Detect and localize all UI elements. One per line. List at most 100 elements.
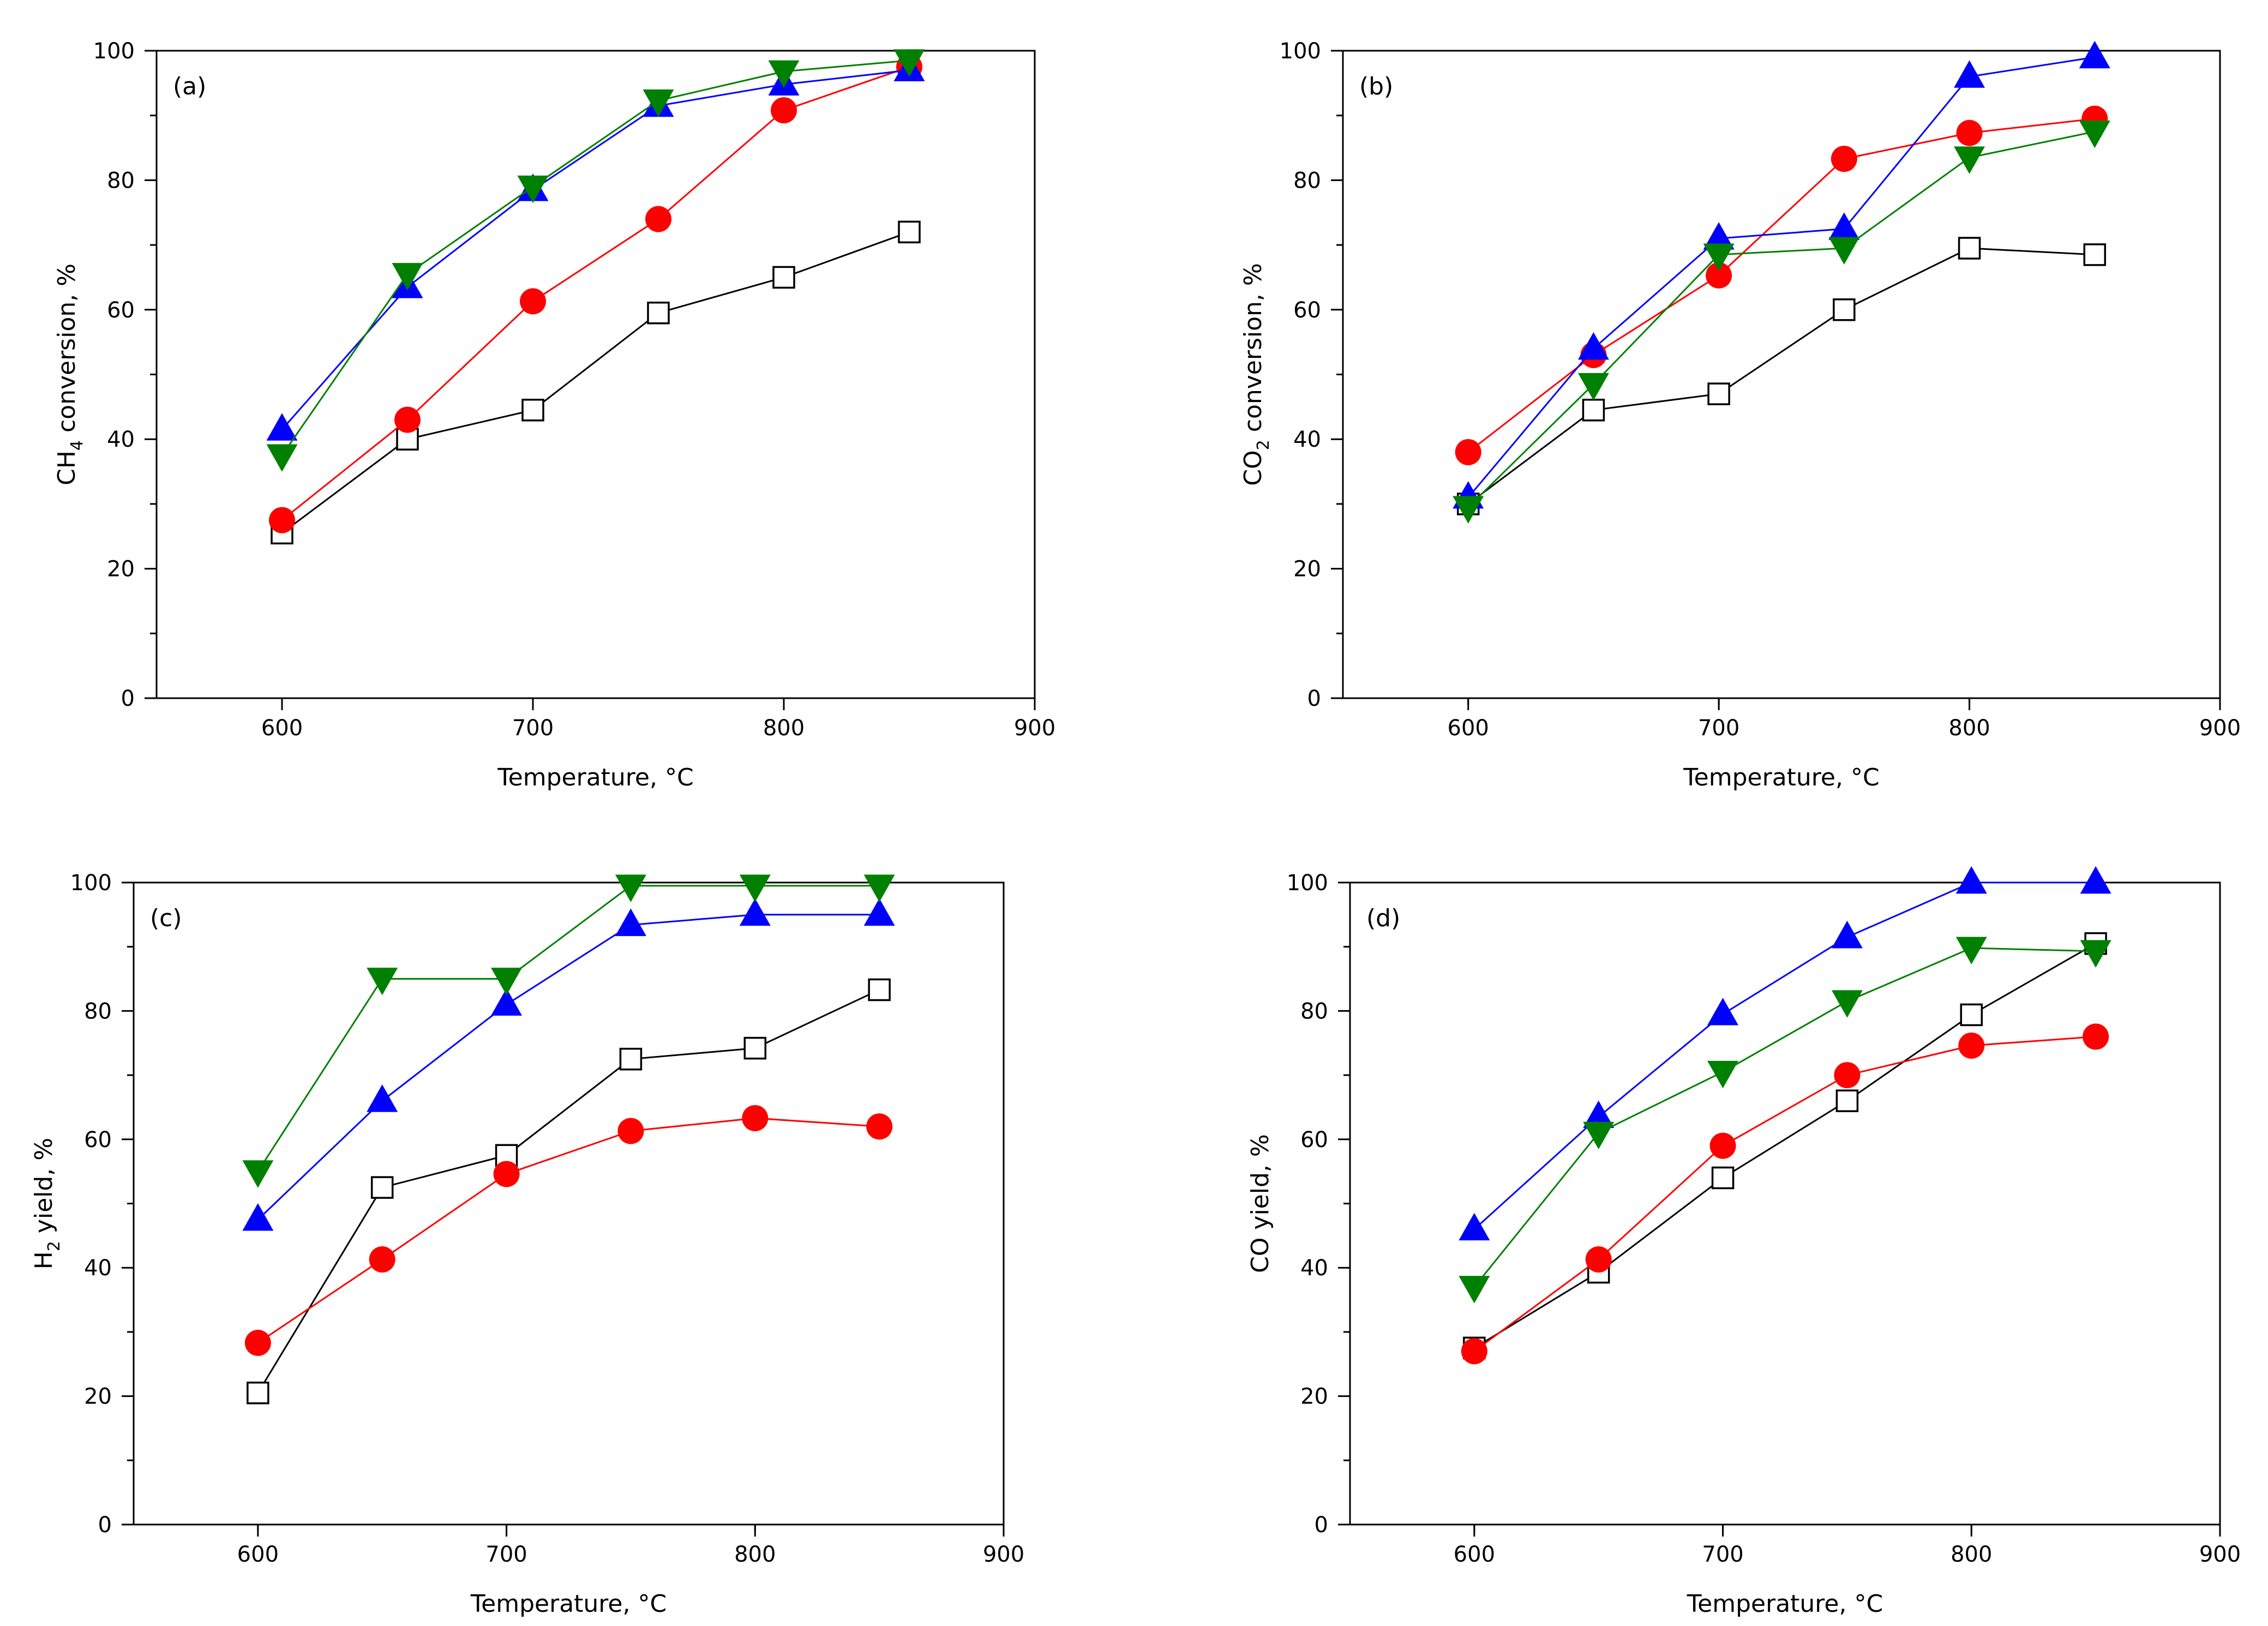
data-point: [898, 220, 921, 244]
data-point: [392, 263, 423, 291]
series-line: [1467, 118, 2095, 453]
data-point: [1461, 1338, 1487, 1365]
x-tick-label: 700: [512, 716, 554, 741]
y-axis-label: CO2 conversion, %: [1239, 263, 1273, 485]
data-point: [771, 97, 797, 124]
data-point: [1583, 1100, 1615, 1129]
data-point: [1955, 866, 1987, 894]
data-point: [2080, 866, 2111, 894]
series-3: [1459, 866, 2111, 1240]
x-tick-label: 700: [485, 1542, 527, 1567]
data-point: [1958, 1032, 1985, 1059]
y-tick-label: 80: [107, 168, 135, 193]
data-point: [617, 1118, 644, 1144]
y-tick-label: 100: [1287, 871, 1328, 896]
y-tick-label: 60: [84, 1127, 112, 1153]
data-point: [1711, 1166, 1735, 1190]
y-tick-label: 0: [98, 1513, 112, 1538]
data-point: [367, 968, 398, 995]
panel-4: 600 700 800 900 0 20 40 60 80 100 Temperature, °C C…: [1246, 866, 2241, 1618]
y-axis-label-part: conversion, %: [1239, 263, 1267, 440]
series-line: [1467, 56, 2095, 498]
data-point: [1835, 1089, 1859, 1112]
series-line: [1467, 130, 2095, 508]
data-point: [1834, 1062, 1861, 1089]
data-point: [615, 908, 646, 937]
series-line: [1473, 1035, 2096, 1352]
y-tick-label: 20: [1293, 557, 1321, 582]
panel-2: 600 700 800 900 0 20 40 60 80 100 Temperature, °C C…: [1239, 39, 2241, 791]
x-axis-label: Temperature, °C: [1687, 1590, 1883, 1618]
series-1: [1456, 237, 2107, 515]
data-point: [619, 1047, 643, 1071]
data-point: [742, 1105, 769, 1131]
y-tick-label: 40: [1300, 1256, 1328, 1281]
data-point: [643, 89, 674, 117]
series-3: [266, 53, 925, 441]
data-point: [1703, 243, 1735, 271]
y-axis-label: CH4 conversion, %: [53, 263, 87, 485]
y-axis-label-part: conversion, %: [53, 263, 81, 440]
data-point: [491, 988, 523, 1016]
data-point: [2083, 1023, 2109, 1050]
data-point: [242, 1203, 274, 1231]
y-axis-label: H2 yield, %: [30, 1138, 64, 1269]
x-axis-label: Temperature, °C: [470, 1590, 667, 1618]
y-tick-label: 60: [1300, 1127, 1328, 1153]
series-2: [269, 53, 922, 533]
plot-frame: [1349, 881, 2221, 1526]
plot-frame: [1342, 50, 2221, 699]
y-axis-label-subscript: 4: [68, 440, 87, 451]
data-point: [1577, 373, 1609, 401]
data-point: [1459, 1213, 1490, 1240]
data-point: [266, 444, 298, 472]
y-tick-label: 40: [84, 1256, 112, 1281]
series-line: [1473, 947, 2096, 1288]
y-tick-label: 20: [107, 557, 135, 582]
series-line: [281, 59, 910, 456]
data-point: [367, 1084, 398, 1112]
x-tick-label: 600: [261, 716, 303, 741]
data-point: [1703, 222, 1735, 250]
data-point: [743, 1036, 767, 1060]
y-axis-label-subscript: 2: [45, 1241, 64, 1251]
y-tick-label: 40: [1293, 427, 1321, 452]
data-point: [2079, 40, 2110, 69]
series-1: [247, 978, 891, 1405]
data-point: [394, 406, 421, 433]
data-point: [1954, 60, 1985, 88]
data-point: [1831, 146, 1857, 172]
series-2: [1461, 1023, 2109, 1365]
panel-label: (b): [1359, 73, 1393, 100]
series-line: [281, 66, 910, 521]
y-tick-label: 20: [84, 1384, 112, 1409]
data-point: [491, 968, 523, 995]
y-tick-label: 100: [1280, 39, 1321, 64]
x-tick-label: 800: [763, 716, 805, 741]
x-tick-label: 900: [983, 1542, 1024, 1567]
data-point: [1577, 332, 1609, 360]
series-line: [257, 1117, 880, 1344]
y-tick-label: 100: [93, 39, 135, 64]
data-point: [1956, 119, 1983, 146]
data-point: [370, 1176, 394, 1199]
series-line: [281, 69, 910, 430]
data-point: [242, 1160, 274, 1188]
data-point: [1833, 298, 1856, 321]
y-axis-label-part: CO: [1239, 450, 1267, 485]
series-4: [242, 874, 895, 1188]
data-point: [866, 1113, 893, 1140]
series-line: [281, 231, 910, 534]
y-tick-label: 80: [1300, 999, 1328, 1024]
data-point: [1583, 1121, 1615, 1150]
x-axis-label: Temperature, °C: [497, 764, 693, 791]
data-point: [1828, 212, 1860, 240]
series-4: [266, 49, 925, 472]
data-point: [1707, 998, 1739, 1025]
x-tick-label: 700: [1702, 1542, 1743, 1567]
data-point: [2080, 940, 2111, 968]
data-point: [493, 1161, 520, 1187]
data-point: [517, 175, 549, 203]
data-point: [1453, 496, 1484, 524]
